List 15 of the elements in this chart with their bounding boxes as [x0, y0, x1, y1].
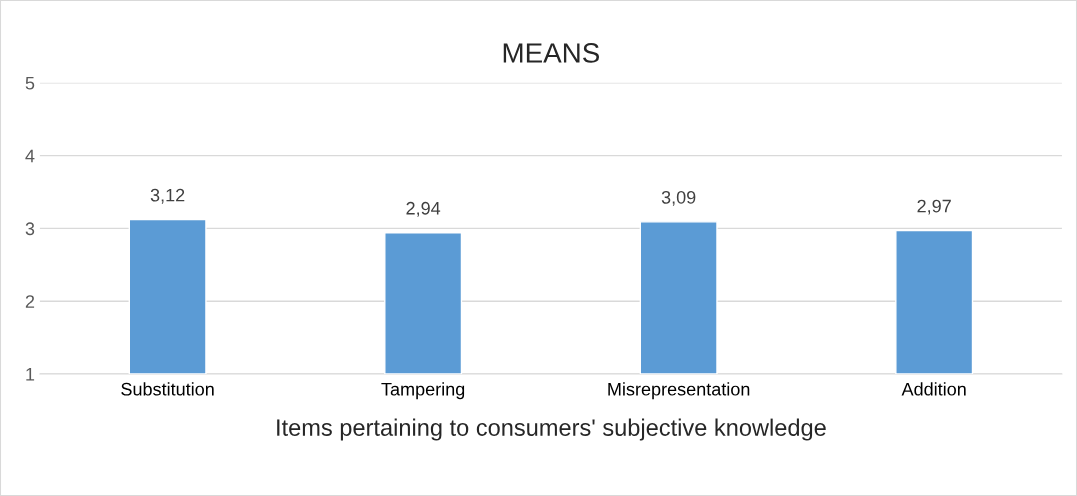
x-tick-label: Tampering [381, 382, 465, 400]
data-label: 3,12 [150, 188, 185, 204]
x-tick-label: Misrepresentation [608, 382, 750, 400]
y-tick-label: 3 [25, 222, 35, 236]
y-tick-label: 5 [25, 76, 35, 90]
data-label: 2,94 [406, 201, 441, 217]
y-tick-label: 1 [26, 368, 35, 381]
x-axis-title: Items pertaining to consumers' subjective knowledge [277, 418, 826, 441]
data-label: 3,09 [661, 190, 696, 206]
chart-title: MEANS [503, 43, 599, 63]
data-label: 2,97 [917, 199, 951, 215]
y-tick-label: 2 [25, 295, 35, 308]
x-tick-label: Addition [901, 382, 966, 396]
x-tick-label: Substitution [121, 382, 214, 396]
y-tick-label: 4 [25, 149, 35, 163]
